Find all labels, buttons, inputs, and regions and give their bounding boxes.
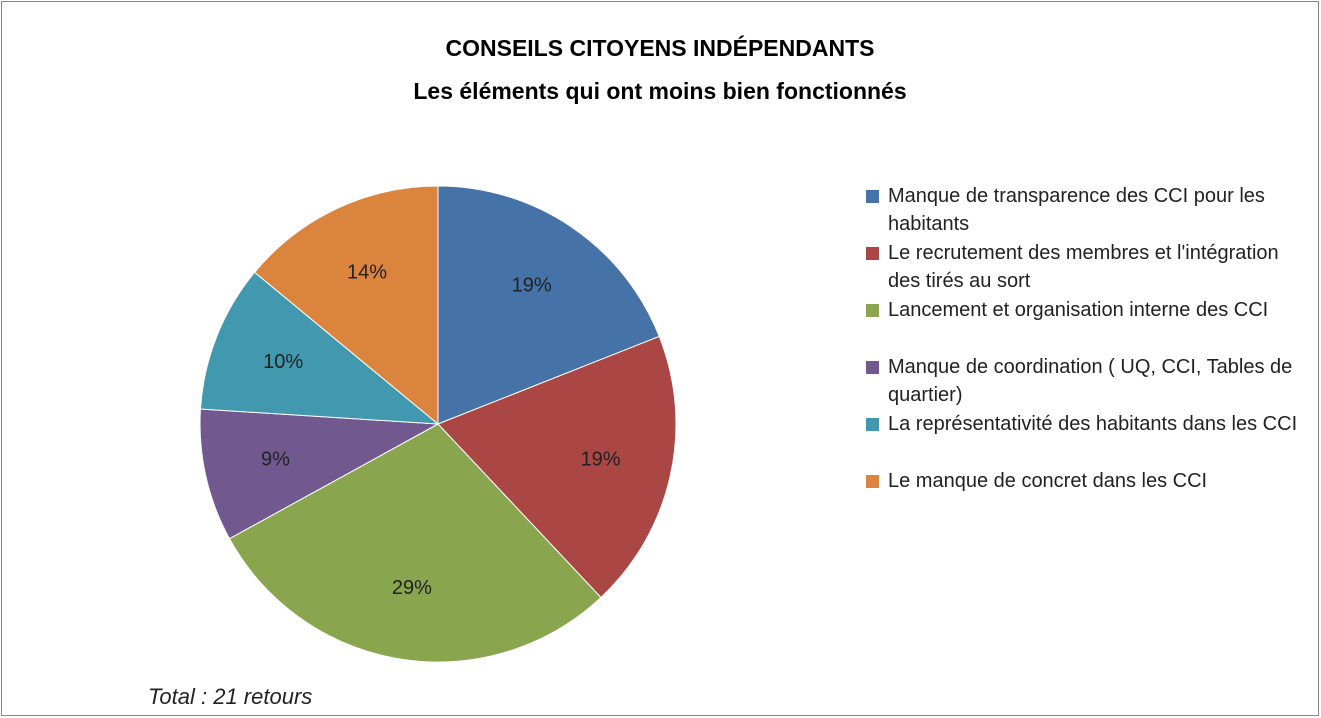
legend-swatch [866, 247, 879, 260]
legend-swatch [866, 418, 879, 431]
pie-slice [437, 185, 660, 425]
pie-slice [228, 423, 602, 663]
legend-item: Le recrutement des membres et l'intégrat… [866, 239, 1306, 295]
legend: Manque de transparence des CCI pour les … [866, 182, 1306, 524]
legend-label: Manque de coordination ( UQ, CCI, Tables… [888, 356, 1293, 406]
data-label: 19% [581, 449, 621, 471]
chart-title: CONSEILS CITOYENS INDÉPENDANTS [446, 34, 875, 61]
pie-slice [253, 185, 439, 426]
legend-label: La représentativité des habitants dans l… [888, 413, 1298, 435]
legend-label: Le manque de concret dans les CCI [888, 470, 1208, 492]
legend-item: Manque de coordination ( UQ, CCI, Tables… [866, 353, 1306, 409]
data-label: 14% [347, 262, 387, 284]
legend-item: Le manque de concret dans les CCI [866, 467, 1306, 523]
legend-swatch [866, 361, 879, 374]
pie-slice [199, 408, 440, 540]
data-label: 29% [392, 577, 432, 599]
legend-item: Manque de transparence des CCI pour les … [866, 182, 1306, 238]
legend-swatch [866, 475, 879, 488]
legend-item: La représentativité des habitants dans l… [866, 410, 1306, 466]
pie-slice [437, 335, 677, 599]
data-label: 10% [263, 351, 303, 373]
legend-item: Lancement et organisation interne des CC… [866, 296, 1306, 352]
legend-swatch [866, 304, 879, 317]
data-label: 9% [261, 449, 290, 471]
legend-label: Manque de transparence des CCI pour les … [888, 185, 1265, 235]
pie-slice [199, 271, 440, 425]
legend-label: Lancement et organisation interne des CC… [888, 299, 1269, 321]
data-label: 19% [512, 274, 552, 296]
legend-label: Le recrutement des membres et l'intégrat… [888, 242, 1279, 292]
legend-swatch [866, 190, 879, 203]
annotation: Total : 21 retours [148, 684, 312, 709]
chart-subtitle: Les éléments qui ont moins bien fonction… [413, 78, 906, 104]
